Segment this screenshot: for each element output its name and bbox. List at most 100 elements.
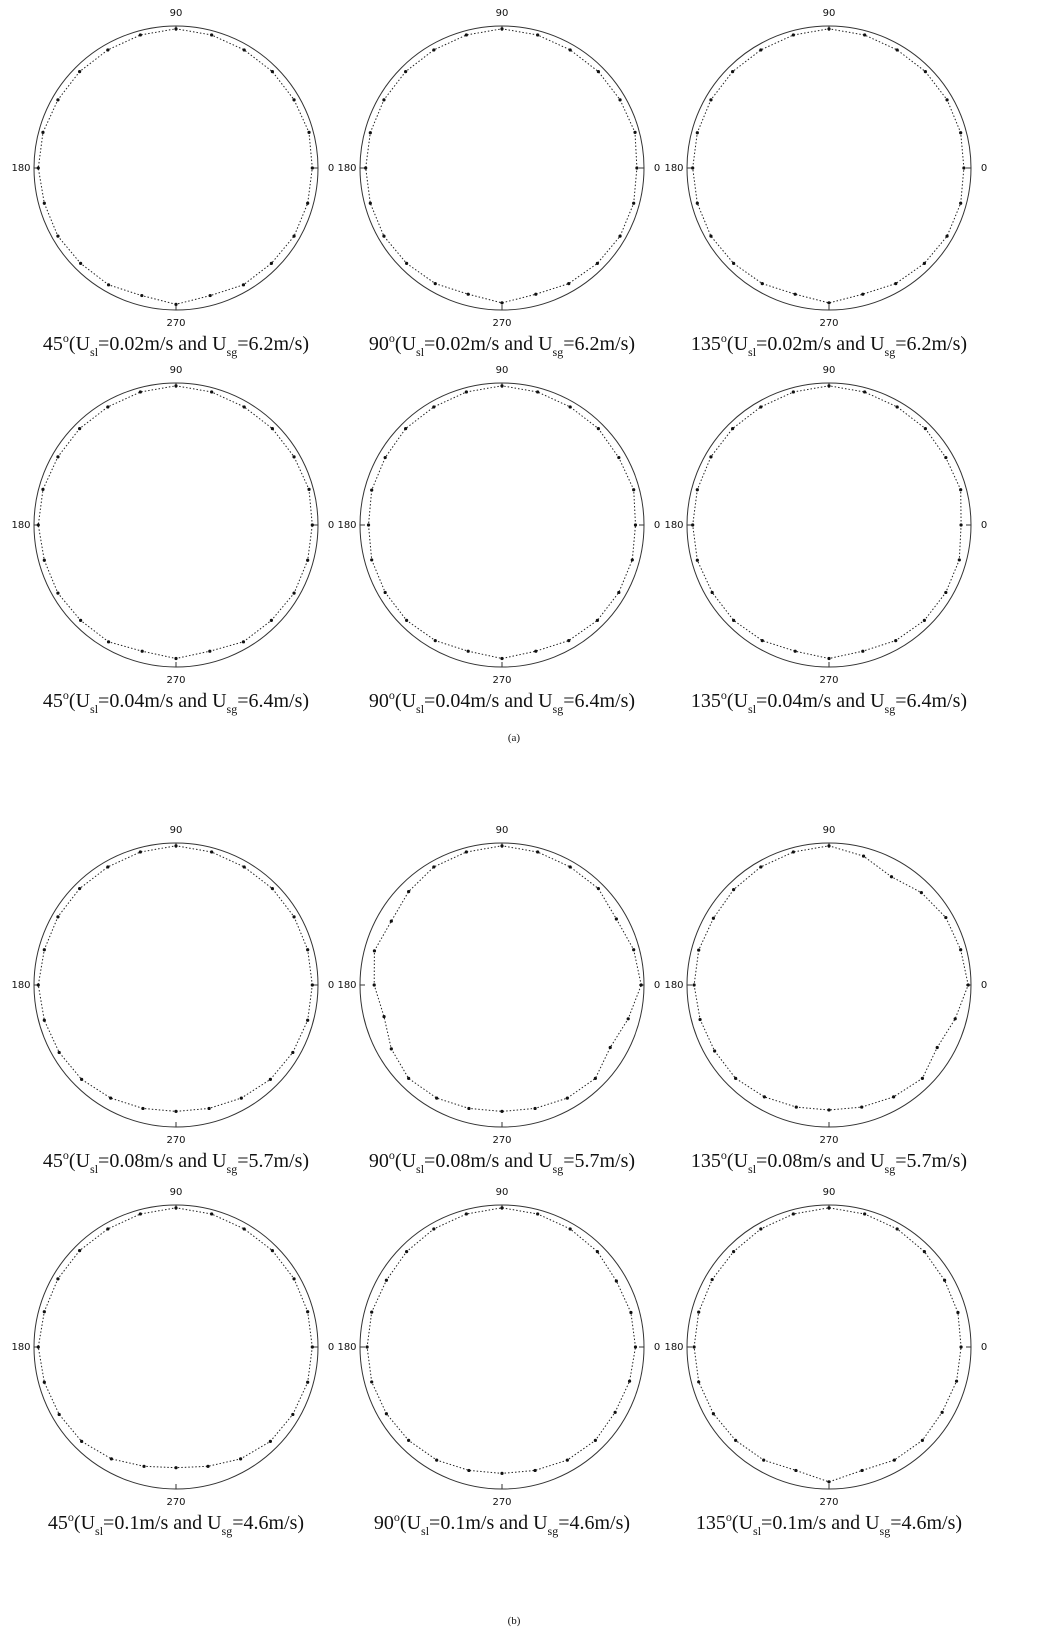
caption: 135o(Usl=0.04m/s and Usg=6.4m/s) xyxy=(691,688,967,716)
profile-point xyxy=(633,130,637,134)
angle-tick-label: 270 xyxy=(492,1497,511,1508)
angle-tick-label: 180 xyxy=(337,520,356,531)
profile-point xyxy=(567,281,571,286)
caption-part: sg xyxy=(227,1162,238,1176)
caption-part: =0.1m/s and U xyxy=(103,1512,222,1534)
profile-point xyxy=(827,1206,831,1210)
profile-point xyxy=(432,1227,436,1231)
profile-line xyxy=(367,385,637,660)
profile-point xyxy=(306,948,310,952)
profile-point xyxy=(389,1047,393,1051)
profile-point xyxy=(922,618,926,622)
angle-tick-label: 90 xyxy=(496,825,509,836)
profile-point xyxy=(568,865,572,869)
profile-point xyxy=(500,27,504,31)
profile-point xyxy=(892,1095,896,1099)
profile-point xyxy=(791,390,795,394)
profile-point xyxy=(697,1310,701,1314)
profile-point xyxy=(306,1018,310,1022)
caption-part: =0.08m/s and U xyxy=(424,1150,553,1172)
caption-part: =6.4m/s) xyxy=(563,690,635,712)
angle-tick-label: 180 xyxy=(11,980,30,991)
polar-frame xyxy=(359,25,645,311)
profile-point xyxy=(404,70,408,74)
profile-point xyxy=(793,649,797,653)
profile-point xyxy=(383,590,387,595)
profile-point xyxy=(310,166,314,170)
caption-part: sl xyxy=(416,1162,425,1176)
profile-point xyxy=(959,948,963,952)
profile-point xyxy=(760,638,764,643)
profile-point xyxy=(292,915,296,919)
profile-point xyxy=(56,98,60,102)
profile-point xyxy=(206,1464,210,1468)
profile-point xyxy=(827,1480,831,1484)
profile-point xyxy=(860,1105,864,1109)
profile-point xyxy=(534,292,538,296)
profile-point xyxy=(760,281,764,286)
profile-point xyxy=(310,1345,314,1349)
profile-point xyxy=(41,487,45,491)
profile-point xyxy=(794,1468,798,1473)
profile-point xyxy=(292,1277,296,1281)
profile-point xyxy=(57,1412,61,1417)
profile-point xyxy=(691,166,695,170)
profile-point xyxy=(593,1076,597,1080)
caption-part: =6.2m/s) xyxy=(563,333,635,355)
profile-point xyxy=(78,70,82,74)
profile-point xyxy=(241,283,246,287)
profile-line xyxy=(37,385,313,660)
caption-part: o xyxy=(68,1510,74,1524)
profile-point xyxy=(697,1380,701,1384)
profile-point xyxy=(920,1076,924,1080)
profile-point xyxy=(210,33,214,37)
profile-point xyxy=(467,1106,471,1111)
angle-tick-label: 180 xyxy=(664,520,683,531)
caption: 90o(Usl=0.04m/s and Usg=6.4m/s) xyxy=(369,688,635,716)
profile-point xyxy=(270,70,274,74)
angle-tick-label: 180 xyxy=(11,1342,30,1353)
profile-point xyxy=(57,1050,61,1055)
caption-part: o xyxy=(394,1510,400,1524)
profile-point xyxy=(895,1227,899,1231)
profile-point xyxy=(432,48,436,52)
profile-point xyxy=(614,917,618,921)
profile-point xyxy=(614,1279,618,1283)
profile-point xyxy=(711,916,716,920)
profile-point xyxy=(759,865,763,869)
caption-part: 45 xyxy=(48,1512,68,1534)
angle-tick-label: 0 xyxy=(981,1342,987,1353)
profile-point xyxy=(407,1438,411,1442)
caption-part: sg xyxy=(885,345,896,359)
caption-part: (U xyxy=(400,1512,422,1534)
profile-point xyxy=(595,618,599,622)
profile-point xyxy=(945,234,949,238)
profile-point xyxy=(269,618,273,622)
profile-point xyxy=(534,649,538,653)
caption-part: 90 xyxy=(369,1150,389,1172)
angle-tick-label: 180 xyxy=(11,520,30,531)
profile-point xyxy=(863,33,867,37)
profile-point xyxy=(78,1249,82,1253)
profile-point xyxy=(207,1106,211,1111)
caption-part: o xyxy=(721,331,727,345)
profile-point xyxy=(863,390,867,394)
profile-point xyxy=(959,201,963,205)
caption-part: 45 xyxy=(43,1150,63,1172)
profile-point xyxy=(959,523,963,527)
caption-part: =0.02m/s and U xyxy=(756,333,885,355)
profile-point xyxy=(42,1380,46,1384)
profile-point xyxy=(292,98,296,102)
angle-tick-label: 90 xyxy=(823,825,836,836)
profile-point xyxy=(629,1310,633,1315)
profile-point xyxy=(241,640,246,644)
profile-point xyxy=(78,887,82,891)
angle-tick-label: 180 xyxy=(337,163,356,174)
profile-point xyxy=(106,283,111,287)
caption-part: o xyxy=(389,331,395,345)
profile-point xyxy=(567,638,571,643)
profile-point xyxy=(791,33,795,37)
profile-point xyxy=(732,888,736,892)
caption-part: 90 xyxy=(369,690,389,712)
caption-part: sl xyxy=(748,345,757,359)
